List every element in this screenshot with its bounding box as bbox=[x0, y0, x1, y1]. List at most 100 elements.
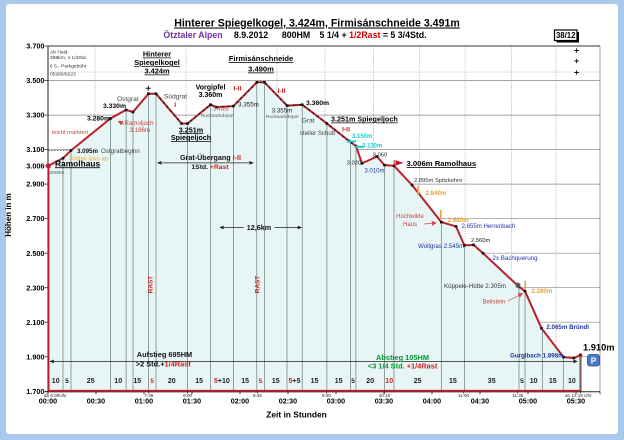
svg-text:3.006: 3.006 bbox=[26, 161, 44, 170]
svg-text:3.360m: 3.360m bbox=[306, 100, 329, 107]
svg-text:2.065m Bründl: 2.065m Bründl bbox=[546, 324, 589, 331]
svg-text:>2 Std.+1/4Rast: >2 Std.+1/4Rast bbox=[136, 360, 192, 369]
svg-text:1.910m: 1.910m bbox=[583, 342, 615, 352]
svg-text:RAST: RAST bbox=[255, 276, 262, 293]
svg-text:10: 10 bbox=[530, 378, 538, 385]
svg-text:I-II: I-II bbox=[278, 88, 286, 95]
svg-text:Küppele-Hütte 2.305m: Küppele-Hütte 2.305m bbox=[444, 283, 506, 290]
svg-text:05:00: 05:00 bbox=[519, 397, 537, 406]
svg-text:2.560m: 2.560m bbox=[471, 238, 491, 244]
svg-text:Höhen in m: Höhen in m bbox=[4, 193, 13, 237]
svg-text:3.251m: 3.251m bbox=[179, 125, 203, 134]
svg-text:11:35: 11:35 bbox=[512, 393, 524, 398]
svg-text:Ostgrat: Ostgrat bbox=[117, 96, 139, 103]
svg-text:3.424m: 3.424m bbox=[144, 67, 169, 76]
svg-text:5Rast: 5Rast bbox=[213, 107, 229, 113]
svg-text:5: 5 bbox=[259, 378, 263, 385]
svg-text:3.360m: 3.360m bbox=[199, 92, 223, 99]
svg-text:20: 20 bbox=[366, 378, 374, 385]
svg-text:Zeit in Stunden: Zeit in Stunden bbox=[266, 410, 326, 420]
svg-text:35: 35 bbox=[488, 378, 496, 385]
svg-text:3.251m Spiegeljoch: 3.251m Spiegeljoch bbox=[331, 115, 398, 124]
svg-text:Rucksackdepot: Rucksackdepot bbox=[266, 114, 299, 120]
svg-text:05:30: 05:30 bbox=[567, 397, 585, 406]
svg-text:15: 15 bbox=[311, 378, 319, 385]
svg-text:05266/6223: 05266/6223 bbox=[50, 72, 76, 78]
svg-text:3.006m Ramolhaus: 3.006m Ramolhaus bbox=[407, 159, 477, 168]
svg-text:P: P bbox=[591, 356, 597, 365]
svg-text:ab 6:30Uhr: ab 6:30Uhr bbox=[44, 393, 67, 398]
svg-text:3.020: 3.020 bbox=[347, 161, 362, 167]
svg-text:12,6km: 12,6km bbox=[247, 223, 271, 232]
svg-text:Südgrat: Südgrat bbox=[164, 93, 187, 100]
svg-text:5: 5 bbox=[65, 378, 69, 385]
svg-text:Vorgipfel: Vorgipfel bbox=[196, 85, 226, 92]
svg-text:I-II: I-II bbox=[342, 126, 350, 133]
svg-text:5: 5 bbox=[351, 378, 355, 385]
svg-text:2.680m: 2.680m bbox=[448, 217, 469, 224]
svg-text:10: 10 bbox=[52, 378, 60, 385]
svg-text:01:00: 01:00 bbox=[135, 397, 153, 406]
svg-text:Gurglbach 1.898m: Gurglbach 1.898m bbox=[510, 352, 564, 359]
svg-text:2.300: 2.300 bbox=[26, 283, 44, 292]
svg-text:Spiegelkogel: Spiegelkogel bbox=[134, 58, 180, 67]
svg-text:5+10: 5+10 bbox=[214, 378, 230, 385]
svg-text:3.700: 3.700 bbox=[26, 42, 44, 51]
svg-text:3.330m: 3.330m bbox=[103, 103, 126, 110]
svg-text:10:10: 10:10 bbox=[379, 393, 391, 398]
svg-text:03:00: 03:00 bbox=[327, 397, 345, 406]
svg-text:8:45: 8:45 bbox=[253, 393, 262, 398]
svg-text:Abstieg 105HM: Abstieg 105HM bbox=[376, 353, 429, 362]
svg-text:Ab Haid:: Ab Haid: bbox=[50, 50, 69, 56]
svg-text:3.355m: 3.355m bbox=[272, 107, 293, 114]
svg-text:5+5: 5+5 bbox=[289, 378, 301, 385]
svg-text:3.186m: 3.186m bbox=[129, 127, 150, 134]
svg-text:1.700: 1.700 bbox=[26, 387, 44, 396]
svg-text:3.300: 3.300 bbox=[26, 111, 44, 120]
svg-text:15: 15 bbox=[335, 378, 343, 385]
svg-text:15: 15 bbox=[549, 378, 557, 385]
svg-text:Ramolhaus: Ramolhaus bbox=[55, 158, 100, 168]
svg-text:Rucksackdepot: Rucksackdepot bbox=[201, 113, 234, 119]
svg-text:5: 5 bbox=[150, 378, 154, 385]
svg-text:15: 15 bbox=[449, 378, 457, 385]
svg-text:2x Bachquerung: 2x Bachquerung bbox=[493, 255, 539, 262]
svg-text:Ötztaler Alpen 8.9.2012 8: Ötztaler Alpen 8.9.2012 800HM 5 1/4 + 1/… bbox=[163, 30, 426, 40]
svg-text:15: 15 bbox=[195, 378, 203, 385]
svg-text:9:30: 9:30 bbox=[322, 393, 331, 398]
svg-text:398km; 4 1/4Std.: 398km; 4 1/4Std. bbox=[50, 55, 87, 61]
svg-text:00:00: 00:00 bbox=[39, 397, 57, 406]
svg-text:Hinterer: Hinterer bbox=[143, 50, 171, 59]
svg-text:an 12:15 Uhr: an 12:15 Uhr bbox=[565, 393, 592, 398]
svg-text:2.100: 2.100 bbox=[26, 318, 44, 327]
svg-text:2.655m Herrenbach: 2.655m Herrenbach bbox=[462, 223, 516, 230]
svg-text:2.900: 2.900 bbox=[26, 180, 44, 189]
svg-text:01:30: 01:30 bbox=[183, 397, 201, 406]
svg-text:I: I bbox=[174, 102, 176, 109]
svg-text:steiler Schutt: steiler Schutt bbox=[300, 130, 336, 137]
svg-text:3.010m: 3.010m bbox=[364, 169, 384, 175]
svg-text:38/12: 38/12 bbox=[556, 31, 576, 40]
svg-text:10: 10 bbox=[385, 378, 393, 385]
svg-text:leicht markiert: leicht markiert bbox=[52, 130, 88, 136]
svg-text:Beilstein: Beilstein bbox=[483, 300, 506, 306]
svg-text:20: 20 bbox=[168, 378, 176, 385]
svg-text:25: 25 bbox=[414, 378, 422, 385]
svg-text:3.095m: 3.095m bbox=[77, 148, 98, 155]
svg-text:04:30: 04:30 bbox=[471, 397, 489, 406]
svg-text:15: 15 bbox=[133, 378, 141, 385]
svg-text:3000m: 3000m bbox=[50, 170, 65, 176]
svg-text:3.120m: 3.120m bbox=[362, 144, 382, 150]
svg-text:2.895m Spitzkehre: 2.895m Spitzkehre bbox=[414, 178, 462, 184]
svg-text:10: 10 bbox=[568, 378, 576, 385]
svg-text:3.500: 3.500 bbox=[26, 76, 44, 85]
svg-text:€ 5,- Parkgebühr: € 5,- Parkgebühr bbox=[50, 64, 87, 70]
svg-text:3.280m: 3.280m bbox=[87, 116, 110, 123]
svg-text:1.900: 1.900 bbox=[26, 352, 44, 361]
svg-text:Firmisánschneide: Firmisánschneide bbox=[229, 54, 294, 63]
svg-text:03:30: 03:30 bbox=[375, 397, 393, 406]
svg-text:2.280m: 2.280m bbox=[531, 288, 552, 295]
svg-text:Grat-Übergang I-II: Grat-Übergang I-II bbox=[180, 153, 241, 162]
svg-text:1Std. +Rast: 1Std. +Rast bbox=[191, 164, 229, 171]
svg-text:2.840m: 2.840m bbox=[426, 190, 447, 197]
